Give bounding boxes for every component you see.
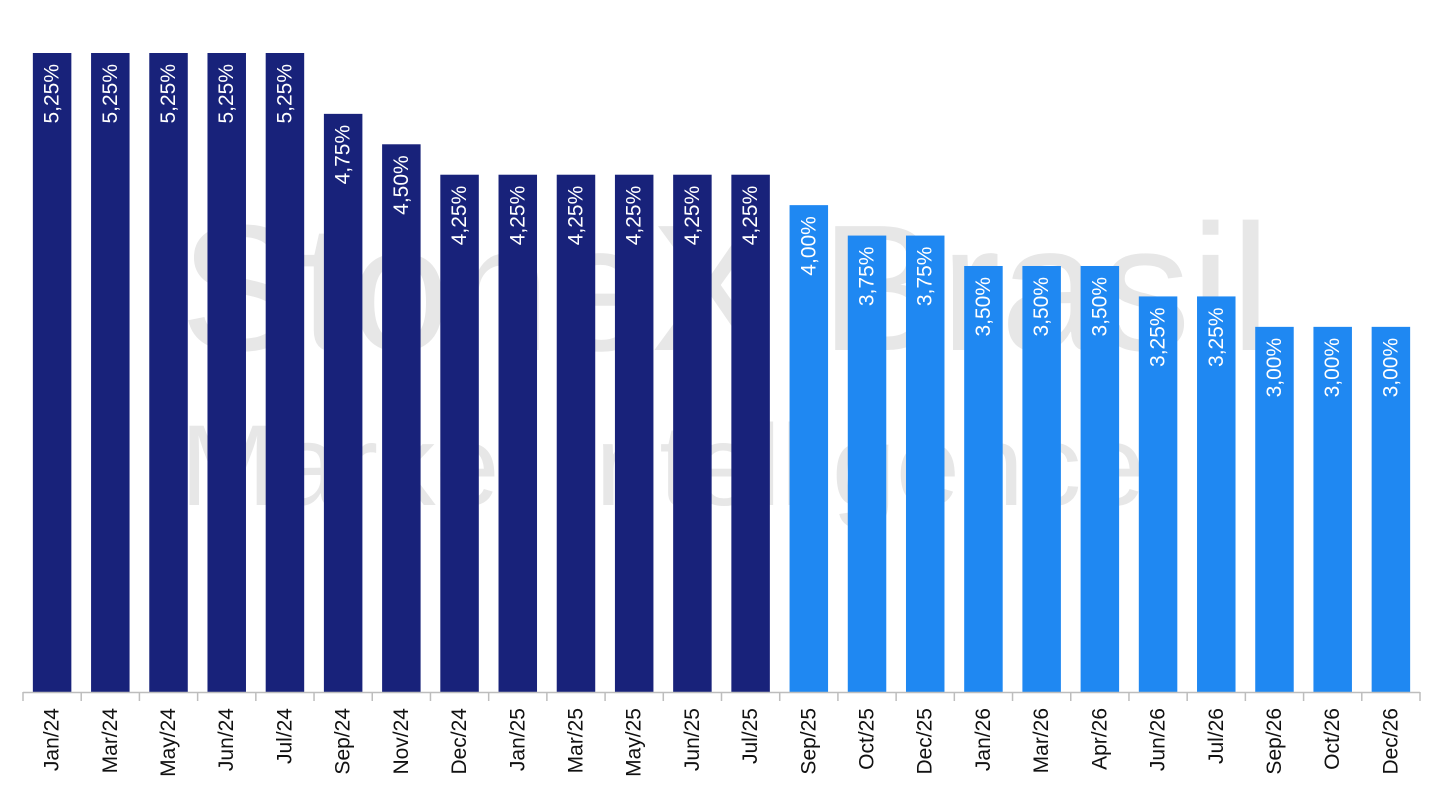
x-tick-label: Oct/26 bbox=[1321, 708, 1344, 770]
bar bbox=[149, 53, 188, 692]
bar-value-label: 3,75% bbox=[856, 247, 879, 307]
x-tick-label: Jun/24 bbox=[215, 708, 238, 771]
bar-value-label: 4,25% bbox=[681, 186, 704, 246]
x-tick-labels: Jan/24 Mar/24 May/24 Jun/24 Jul/24 Sep/24 Nov/… bbox=[41, 708, 1403, 777]
bar-value-label: 4,25% bbox=[623, 186, 646, 246]
x-tick-label: Sep/26 bbox=[1263, 708, 1286, 775]
bar bbox=[964, 266, 1003, 692]
bar bbox=[382, 144, 421, 693]
bar-value-label: 3,50% bbox=[972, 277, 995, 337]
bar-value-label: 5,25% bbox=[99, 64, 122, 124]
x-tick-label: Sep/25 bbox=[797, 708, 820, 775]
x-tick-label: May/24 bbox=[157, 708, 180, 777]
bar bbox=[323, 113, 363, 693]
bar-value-label: 5,25% bbox=[41, 64, 64, 124]
bar bbox=[1138, 296, 1178, 692]
bar bbox=[1313, 326, 1352, 692]
bar bbox=[91, 53, 130, 692]
bar-value-label: 3,50% bbox=[1030, 277, 1053, 337]
x-tick-label: Dec/25 bbox=[914, 708, 937, 775]
bar bbox=[1022, 266, 1061, 692]
bar bbox=[1371, 326, 1411, 692]
bar bbox=[32, 53, 72, 692]
x-tick-label: Mar/24 bbox=[99, 708, 122, 774]
bar-value-label: 3,00% bbox=[1321, 338, 1344, 398]
bar-value-label: 4,50% bbox=[390, 155, 413, 215]
x-tick-label: May/25 bbox=[623, 708, 646, 777]
bar bbox=[1197, 296, 1236, 692]
x-tick-label: Sep/24 bbox=[332, 708, 355, 775]
bar-value-label: 4,25% bbox=[448, 186, 471, 246]
x-tick-label: Jul/24 bbox=[273, 708, 296, 764]
bar-value-label: 4,25% bbox=[739, 186, 762, 246]
x-tick-label: Jul/26 bbox=[1205, 708, 1228, 764]
bar bbox=[847, 235, 887, 693]
x-tick-label: Jun/25 bbox=[681, 708, 704, 771]
x-tick-label: Dec/26 bbox=[1379, 708, 1402, 775]
x-tick-label: Mar/26 bbox=[1030, 708, 1053, 773]
x-tick-label: Nov/24 bbox=[390, 708, 413, 775]
bar bbox=[731, 174, 770, 692]
x-tick-label: Jul/25 bbox=[739, 708, 762, 764]
bar-value-label: 3,00% bbox=[1263, 338, 1286, 398]
x-tick-label: Apr/26 bbox=[1088, 708, 1111, 770]
bar-value-label: 5,25% bbox=[157, 64, 180, 124]
bar bbox=[1080, 266, 1120, 692]
bar-value-label: 3,25% bbox=[1147, 307, 1170, 367]
bar-value-label: 5,25% bbox=[215, 64, 238, 124]
bar-value-label: 4,00% bbox=[797, 216, 820, 276]
bar bbox=[614, 174, 654, 692]
x-tick-label: Mar/25 bbox=[564, 708, 587, 773]
bar-value-label: 3,00% bbox=[1379, 338, 1402, 398]
bar bbox=[1255, 326, 1294, 692]
bar-value-label: 3,50% bbox=[1088, 277, 1111, 337]
x-tick-label: Oct/25 bbox=[856, 708, 879, 770]
bar bbox=[265, 53, 305, 692]
x-tick-label: Jan/26 bbox=[972, 708, 995, 771]
bar bbox=[207, 53, 246, 692]
bar bbox=[789, 205, 829, 692]
x-tick-label: Jun/26 bbox=[1147, 708, 1170, 771]
bar-value-label: 4,75% bbox=[332, 125, 355, 185]
x-tick-label: Dec/24 bbox=[448, 708, 471, 775]
bar-value-label: 3,25% bbox=[1205, 307, 1228, 367]
bar-value-label: 3,75% bbox=[914, 247, 937, 307]
bar-value-label: 5,25% bbox=[273, 64, 296, 124]
bar bbox=[440, 174, 479, 692]
x-tick-label: Jan/24 bbox=[41, 708, 64, 771]
bar-value-label: 4,25% bbox=[564, 186, 587, 246]
x-tick-label: Jan/25 bbox=[506, 708, 529, 771]
bar bbox=[556, 174, 596, 692]
bar-value-label: 4,25% bbox=[506, 186, 529, 246]
bar bbox=[498, 174, 538, 692]
bar bbox=[673, 174, 712, 692]
x-tick-marks bbox=[22, 692, 1421, 701]
bar bbox=[905, 235, 945, 693]
bars-group: 5,25% 5,25% 5,25% 5,25% 5,25% 4,75% 4,50% 4,25%… bbox=[32, 53, 1411, 693]
